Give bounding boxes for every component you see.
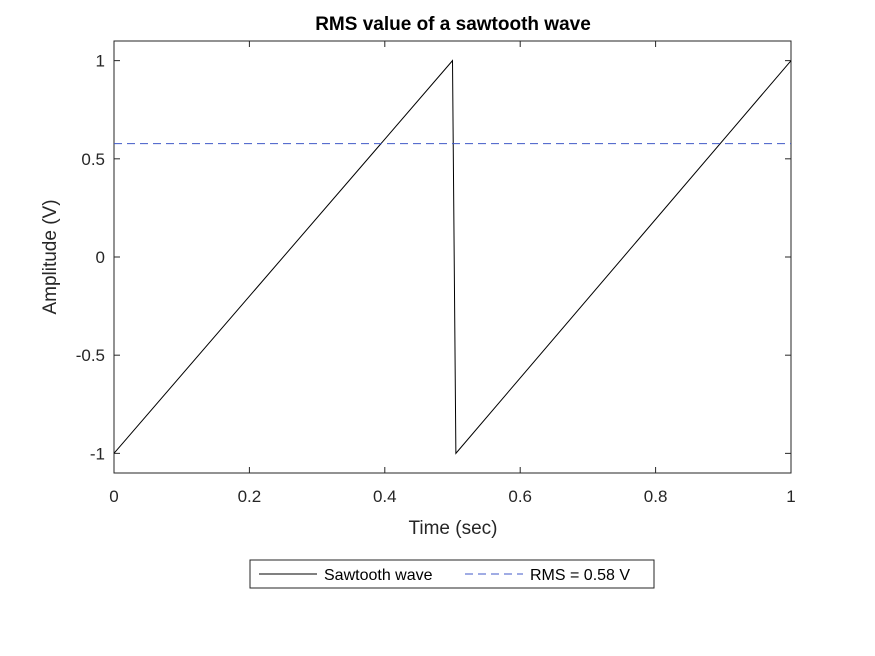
y-tick-label: 0.5 [81,150,105,169]
x-tick-label: 0.6 [508,487,532,506]
x-axis-ticks: 0 0.2 0.4 0.6 0.8 1 [109,41,796,506]
y-tick-label: -1 [90,444,105,463]
x-tick-label: 1 [786,487,795,506]
x-tick-label: 0.8 [644,487,668,506]
y-axis-ticks: -1 -0.5 0 0.5 1 [76,52,791,463]
chart-title: RMS value of a sawtooth wave [315,14,591,35]
legend-label-rms: RMS = 0.58 V [530,567,630,584]
y-tick-label: 1 [96,52,105,71]
x-tick-label: 0.2 [238,487,262,506]
y-tick-label: -0.5 [76,346,105,365]
legend-box [249,559,655,589]
x-tick-label: 0 [109,487,118,506]
series-layer [113,59,792,455]
x-tick-label: 0.4 [373,487,397,506]
y-tick-label: 0 [96,248,105,267]
y-axis-label: Amplitude (V) [40,199,61,314]
series-sawtooth-wave [113,59,792,455]
legend: Sawtooth wave RMS = 0.58 V [249,559,655,589]
x-axis-label: Time (sec) [408,518,497,539]
legend-label-sawtooth: Sawtooth wave [324,567,433,584]
